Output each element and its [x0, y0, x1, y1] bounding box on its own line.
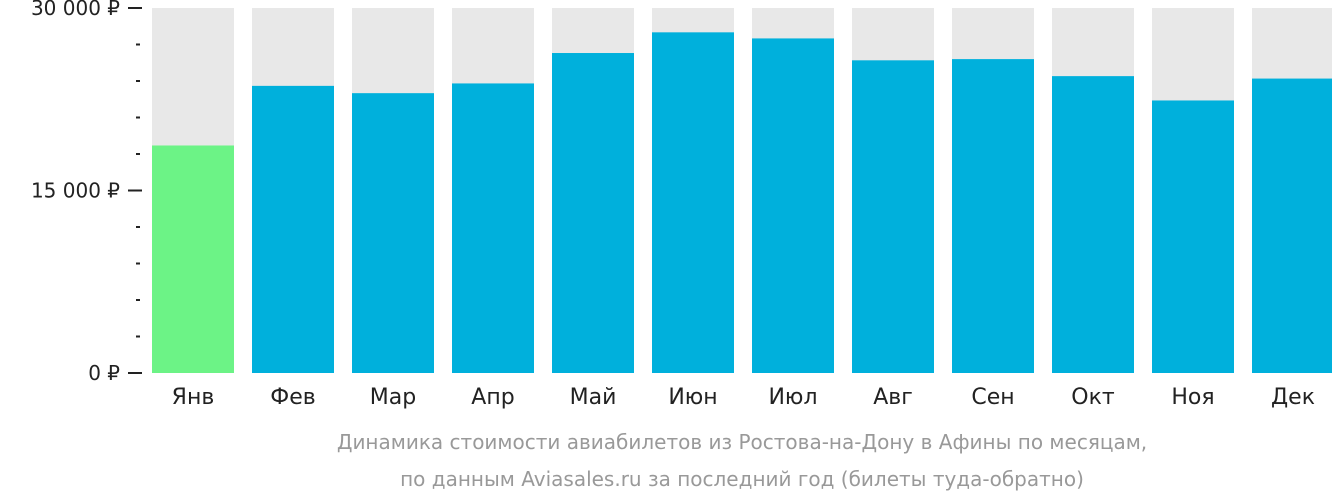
chart-caption-line-2: по данным Aviasales.ru за последний год … — [400, 467, 1084, 491]
bar-9[interactable] — [952, 59, 1034, 373]
y-axis-tick-label: 0 ₽ — [88, 361, 120, 385]
bar-1[interactable] — [152, 145, 234, 373]
bar-7[interactable] — [752, 38, 834, 374]
x-axis-month-label: Янв — [172, 385, 215, 410]
bar-11[interactable] — [1152, 100, 1234, 373]
x-axis-month-label: Дек — [1271, 385, 1315, 410]
bar-3[interactable] — [352, 93, 434, 374]
x-axis-month-label: Июн — [668, 385, 717, 410]
bar-8[interactable] — [852, 60, 934, 374]
x-axis-month-label: Авг — [873, 385, 913, 410]
bar-5[interactable] — [552, 53, 634, 374]
x-axis-month-label: Сен — [971, 385, 1014, 410]
x-axis-month-label: Мар — [370, 385, 416, 410]
x-axis-month-label: Июл — [768, 385, 817, 410]
x-axis-month-label: Окт — [1071, 385, 1115, 410]
y-axis-tick-label: 15 000 ₽ — [31, 179, 120, 203]
chart-caption-line-1: Динамика стоимости авиабилетов из Ростов… — [336, 430, 1148, 454]
bar-4[interactable] — [452, 83, 534, 373]
y-axis-tick-label: 30 000 ₽ — [31, 0, 120, 20]
x-axis-month-label: Май — [570, 385, 617, 410]
bar-6[interactable] — [652, 32, 734, 373]
x-axis-month-label: Апр — [471, 385, 514, 410]
bar-10[interactable] — [1052, 76, 1134, 373]
bar-12[interactable] — [1252, 78, 1332, 374]
bar-2[interactable] — [252, 85, 334, 373]
x-axis-month-label: Ноя — [1171, 385, 1214, 410]
x-axis-month-label: Фев — [270, 385, 315, 410]
